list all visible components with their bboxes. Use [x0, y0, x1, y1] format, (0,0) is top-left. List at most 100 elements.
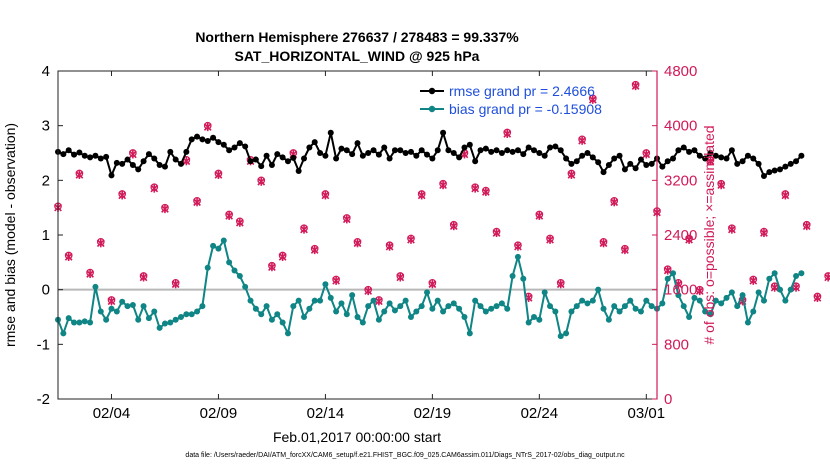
bias-point [183, 311, 190, 318]
obs-assimilated-point [150, 184, 159, 193]
bias-point [670, 270, 677, 277]
rmse-point [71, 151, 78, 158]
rmse-point [194, 133, 201, 140]
rmse-point [178, 160, 185, 167]
rmse-point [284, 158, 291, 165]
bias-point [632, 305, 639, 312]
footnote: data file: /Users/raeder/DAI/ATM_forcXX/… [185, 452, 625, 459]
bias-point [76, 319, 83, 326]
obs-assimilated-point [332, 276, 340, 285]
rmse-point [359, 152, 366, 159]
y-tick-label: -2 [37, 391, 50, 408]
obs-assimilated-point [449, 222, 458, 231]
bias-point [734, 303, 741, 310]
rmse-point [755, 160, 762, 167]
rmse-point [402, 150, 409, 156]
bias-point [675, 292, 682, 299]
bias-point [434, 297, 441, 304]
obs-assimilated-point [171, 280, 180, 289]
x-tick-label: 02/19 [414, 405, 452, 422]
bias-point [547, 303, 554, 310]
bias-point [766, 275, 773, 282]
obs-assimilated-point [792, 283, 800, 292]
x-tick-label: 02/04 [93, 405, 131, 422]
bias-point [333, 308, 340, 315]
rmse-point [145, 151, 152, 158]
y2-tick-label: 3200 [664, 172, 697, 189]
rmse-point [119, 160, 126, 167]
obs-assimilated-point [417, 191, 426, 200]
rmse-point [680, 144, 687, 151]
obs-assimilated-point [599, 239, 608, 248]
bias-point [755, 289, 762, 296]
obs-assimilated-point [129, 150, 137, 159]
obs-assimilated-point [321, 191, 330, 200]
rmse-point [220, 141, 227, 148]
bias-point [311, 297, 318, 304]
y2-tick-label: 800 [664, 336, 689, 353]
obs-assimilated-point [342, 215, 351, 224]
obs-assimilated-point [203, 122, 212, 132]
rmse-point [397, 147, 404, 154]
bias-point [343, 311, 350, 318]
bias-point [226, 259, 233, 266]
rmse-point [317, 150, 324, 156]
rmse-point [215, 139, 222, 146]
obs-assimilated-point [471, 184, 480, 193]
rmse-point [530, 147, 537, 154]
chart-title: Northern Hemisphere 276637 / 278483 = 99… [195, 29, 519, 45]
obs-assimilated-point [621, 245, 629, 255]
bias-point [787, 286, 794, 293]
rmse-point [707, 150, 714, 156]
rmse-point [621, 166, 628, 173]
bias-point [279, 319, 286, 326]
rmse-point [306, 144, 313, 151]
series-layer [54, 80, 830, 340]
rmse-point [108, 172, 115, 179]
bias-point [750, 308, 757, 315]
rmse-point [723, 155, 730, 162]
obs-assimilated-point [161, 204, 169, 214]
bias-point [627, 297, 634, 304]
rmse-point [156, 162, 163, 169]
obs-assimilated-point [631, 81, 640, 91]
obs-assimilated-point [364, 286, 373, 296]
obs-assimilated-point [535, 211, 544, 220]
bias-point [611, 303, 618, 310]
rmse-point [424, 151, 431, 158]
rmse-point [391, 147, 398, 154]
rmse-point [670, 155, 677, 162]
obs-assimilated-point [503, 129, 512, 138]
rmse-point [279, 154, 286, 161]
rmse-point [375, 151, 382, 158]
bias-point [236, 273, 243, 279]
obs-assimilated-point [86, 269, 94, 279]
obs-assimilated-point [225, 211, 234, 220]
rmse-point [381, 144, 388, 151]
bias-point [648, 303, 655, 310]
rmse-point [247, 158, 254, 165]
bias-point [472, 297, 479, 304]
rmse-point [541, 152, 548, 159]
bias-point [108, 305, 115, 312]
x-tick-label: 02/24 [521, 405, 559, 422]
rmse-point [579, 152, 586, 159]
rmse-point [268, 162, 275, 169]
rmse-point [461, 144, 468, 151]
bias-point [113, 308, 120, 315]
bias-point [156, 324, 163, 331]
bias-point [386, 300, 393, 307]
rmse-point [407, 148, 414, 155]
bias-point [621, 303, 628, 310]
bias-point [424, 289, 431, 296]
bias-point [563, 330, 570, 337]
bias-point [707, 311, 714, 318]
bias-point [402, 297, 409, 304]
obs-assimilated-point [310, 245, 319, 255]
bias-point [466, 330, 473, 337]
bias-point [145, 315, 152, 322]
bias-point [124, 303, 131, 310]
bias-point [680, 303, 687, 310]
obs-assimilated-point [728, 225, 736, 234]
rmse-point [482, 145, 489, 152]
